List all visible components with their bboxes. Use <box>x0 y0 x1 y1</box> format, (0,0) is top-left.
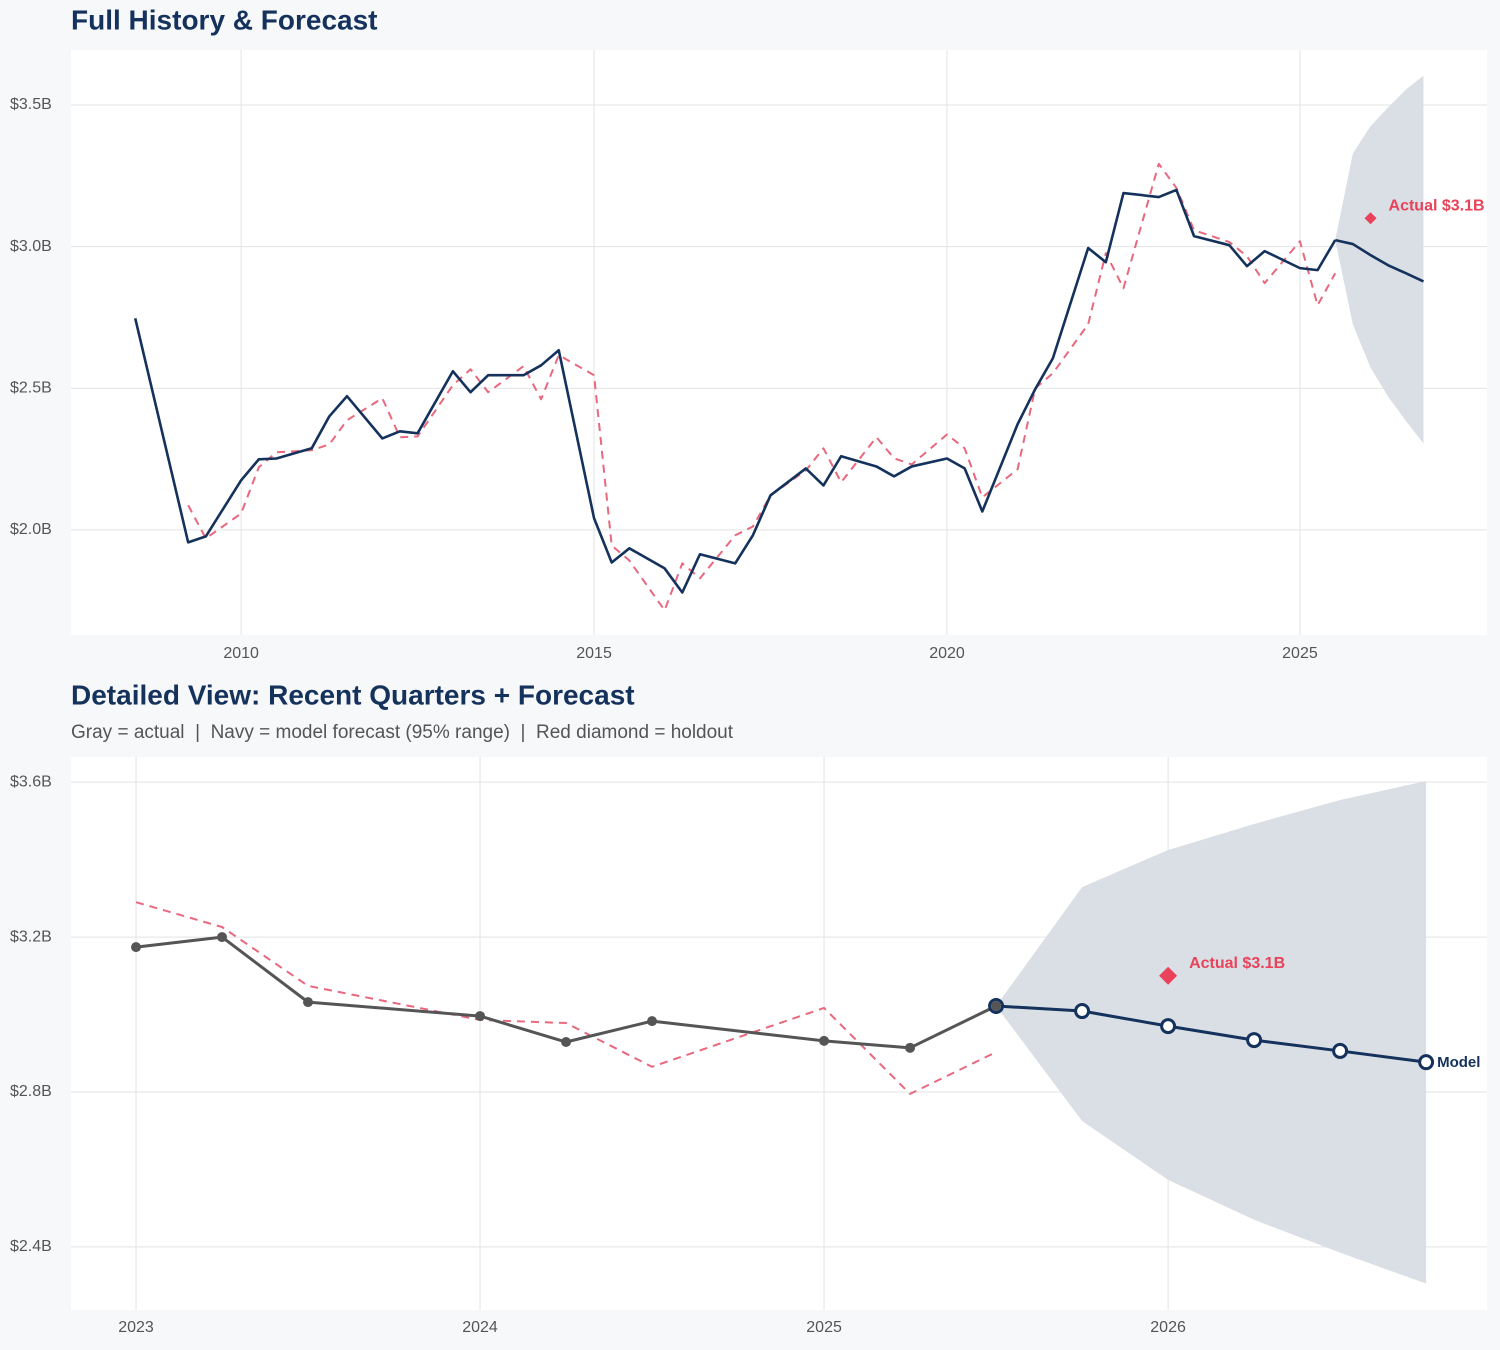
x-tick-label: 2020 <box>929 645 965 662</box>
series-end-label: Model <box>1437 1054 1480 1071</box>
x-tick-label: 2023 <box>118 1319 154 1336</box>
x-tick-label: 2015 <box>576 645 612 662</box>
x-tick-label: 2025 <box>806 1319 842 1336</box>
holdout-label: Actual $3.1B <box>1189 955 1285 972</box>
holdout-label: Actual $3.1B <box>1389 197 1485 214</box>
y-tick-label: $2.8B <box>10 1083 52 1100</box>
point <box>647 1016 658 1027</box>
point <box>819 1035 830 1046</box>
point <box>131 942 142 953</box>
x-tick-label: 2010 <box>223 645 259 662</box>
fitted-line <box>187 162 1337 612</box>
point <box>217 932 228 943</box>
point <box>561 1037 572 1048</box>
x-tick-label: 2024 <box>462 1319 498 1336</box>
point <box>303 997 314 1008</box>
series-line <box>133 188 1337 594</box>
y-tick-label: $3.6B <box>10 773 52 790</box>
point <box>1160 1018 1177 1035</box>
holdout-marker <box>1159 966 1178 985</box>
point <box>1418 1054 1435 1071</box>
point <box>1074 1003 1091 1020</box>
fitted-line <box>135 901 997 1095</box>
x-tick-label: 2025 <box>1282 645 1318 662</box>
point <box>1332 1042 1349 1059</box>
y-tick-label: $2.5B <box>10 379 52 396</box>
plot-area <box>71 50 1487 635</box>
plot-content <box>133 75 1425 612</box>
point <box>475 1011 486 1022</box>
x-tick-label: 2026 <box>1150 1319 1186 1336</box>
holdout-marker <box>1364 212 1377 225</box>
y-tick-label: $2.0B <box>10 521 52 538</box>
y-tick-label: $3.2B <box>10 928 52 945</box>
series-line <box>1334 238 1425 283</box>
series-line <box>995 1004 1427 1064</box>
chart-title: Full History & Forecast <box>71 4 378 35</box>
point <box>905 1042 916 1053</box>
y-tick-label: $3.0B <box>10 238 52 255</box>
point <box>1246 1032 1263 1049</box>
y-tick-label: $3.5B <box>10 96 52 113</box>
y-tick-label: $2.4B <box>10 1238 52 1255</box>
chart-subtitle: Gray = actual | Navy = model forecast (9… <box>71 722 734 743</box>
chart-title: Detailed View: Recent Quarters + Forecas… <box>71 679 635 710</box>
point <box>991 1001 1002 1012</box>
